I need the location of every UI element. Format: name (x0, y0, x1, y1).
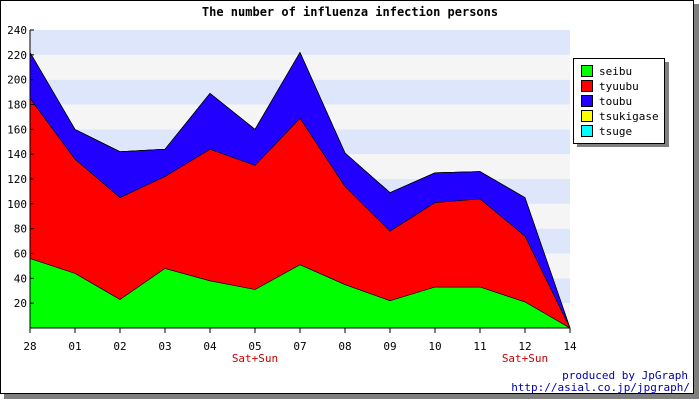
legend-swatch-tyuubu (581, 80, 593, 92)
x-tick-label: 14 (563, 340, 577, 353)
legend-label-tsukigase: tsukigase (599, 110, 659, 123)
y-axis: 20 40 60 80 100 120 140 160 180 200 220 240 (7, 24, 34, 328)
x-tick-label: 09 (383, 340, 396, 353)
x-tick-label: 11 (473, 340, 486, 353)
y-tick-label: 60 (14, 248, 27, 261)
y-tick-label: 100 (7, 198, 27, 211)
x-tick-label: 04 (203, 340, 217, 353)
grid-band (30, 30, 570, 55)
y-tick-label: 140 (7, 148, 27, 161)
y-tick-label: 180 (7, 99, 27, 112)
legend-swatch-tsukigase (581, 110, 593, 122)
legend-swatch-tsuge (581, 125, 593, 137)
legend-swatch-seibu (581, 65, 593, 77)
y-tick-label: 160 (7, 123, 27, 136)
x-tick-label: 03 (158, 340, 171, 353)
x-tick-label: 01 (68, 340, 81, 353)
chart-title: The number of influenza infection person… (202, 5, 498, 19)
legend-label-toubu: toubu (599, 95, 632, 108)
x-tick-label: 12 (518, 340, 531, 353)
credit-produced-by: produced by JpGraph (562, 369, 688, 382)
legend-label-tyuubu: tyuubu (599, 80, 639, 93)
y-tick-label: 80 (14, 223, 27, 236)
x-tick-label: 08 (338, 340, 351, 353)
y-tick-label: 220 (7, 49, 27, 62)
y-tick-label: 20 (14, 297, 27, 310)
x-tick-label: 10 (428, 340, 441, 353)
x-sublabel: Sat+Sun (232, 352, 278, 365)
legend-label-seibu: seibu (599, 65, 632, 78)
x-tick-label: 05 (248, 340, 261, 353)
y-tick-label: 40 (14, 272, 27, 285)
legend-swatch-toubu (581, 95, 593, 107)
y-tick-label: 200 (7, 74, 27, 87)
legend-label-tsuge: tsuge (599, 125, 632, 138)
x-tick-label: 02 (113, 340, 126, 353)
y-tick-label: 120 (7, 173, 27, 186)
legend: seibu tyuubu toubu tsukigase tsuge (573, 58, 669, 147)
credit-url: http://asial.co.jp/jpgraph/ (511, 381, 690, 394)
x-tick-label: 07 (293, 340, 306, 353)
x-tick-label: 28 (23, 340, 36, 353)
x-sublabel: Sat+Sun (502, 352, 548, 365)
y-tick-label: 240 (7, 24, 27, 37)
legend-items: seibu tyuubu toubu tsukigase tsuge (581, 65, 659, 138)
